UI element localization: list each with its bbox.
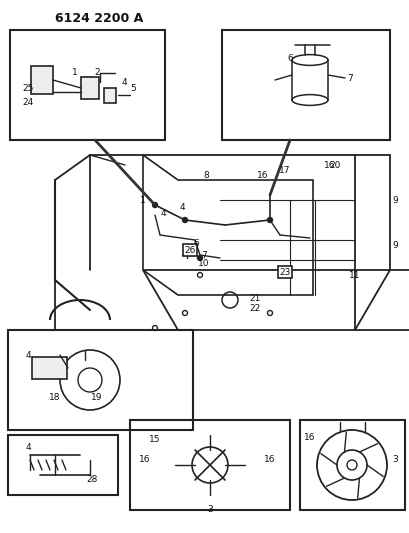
Text: 1: 1 (72, 68, 78, 77)
Text: 16: 16 (256, 171, 268, 180)
Text: 4: 4 (121, 77, 126, 86)
Circle shape (267, 217, 272, 222)
Circle shape (182, 217, 187, 222)
Text: 1: 1 (140, 196, 146, 205)
Bar (10, 30, 164, 140)
Bar (81, 77, 99, 99)
Text: 5: 5 (130, 84, 135, 93)
Text: 9: 9 (391, 196, 397, 205)
Text: 6: 6 (286, 53, 292, 62)
Text: 15: 15 (149, 435, 160, 445)
Text: 16: 16 (264, 456, 275, 464)
Text: 2: 2 (94, 68, 99, 77)
Bar (8, 330, 193, 430)
Bar (104, 87, 116, 102)
Text: 16: 16 (324, 160, 335, 169)
Circle shape (152, 203, 157, 207)
Text: 22: 22 (249, 303, 260, 312)
Text: 4: 4 (179, 203, 184, 212)
Text: 9: 9 (391, 240, 397, 249)
Text: 11: 11 (348, 271, 360, 279)
Text: 6124 2200 A: 6124 2200 A (55, 12, 143, 25)
Text: 16: 16 (139, 456, 151, 464)
Text: 4: 4 (25, 351, 31, 359)
Text: 25: 25 (22, 84, 34, 93)
Text: 20: 20 (328, 160, 340, 169)
Text: 17: 17 (279, 166, 290, 174)
Circle shape (197, 255, 202, 261)
Text: 21: 21 (249, 294, 260, 303)
Text: 3: 3 (391, 456, 397, 464)
Text: 4: 4 (25, 443, 31, 453)
Text: 26: 26 (184, 246, 195, 254)
Text: 3: 3 (207, 505, 212, 514)
Text: 19: 19 (91, 393, 103, 402)
Bar (32, 357, 67, 379)
Text: 8: 8 (202, 171, 208, 180)
Text: 16: 16 (303, 433, 315, 442)
Text: 24: 24 (22, 98, 34, 107)
Text: 10: 10 (198, 259, 209, 268)
Text: 28: 28 (86, 475, 97, 484)
Bar (31, 66, 53, 94)
Text: 7: 7 (346, 74, 352, 83)
Bar (130, 420, 289, 510)
Text: 6: 6 (193, 238, 198, 247)
Bar (8, 435, 118, 495)
Text: 7: 7 (201, 251, 207, 260)
Text: 23: 23 (279, 268, 290, 277)
Text: 18: 18 (49, 393, 61, 402)
Bar (299, 420, 404, 510)
Text: 4: 4 (160, 208, 165, 217)
Bar (221, 30, 389, 140)
